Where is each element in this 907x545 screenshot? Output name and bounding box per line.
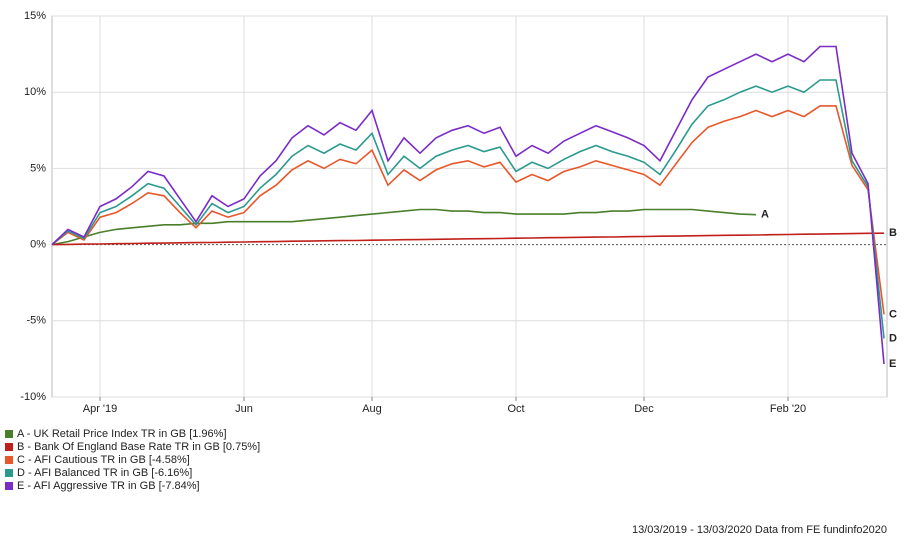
series-line bbox=[51, 45, 885, 365]
legend-swatch bbox=[5, 430, 13, 438]
y-tick-label: -5% bbox=[26, 315, 46, 327]
x-tick-label: Oct bbox=[507, 403, 524, 415]
end-label: B bbox=[889, 227, 897, 239]
x-tick-label: Dec bbox=[634, 403, 654, 415]
legend-swatch bbox=[5, 482, 13, 490]
legend-label: E - AFI Aggressive TR in GB [-7.84%] bbox=[17, 480, 200, 492]
end-label: D bbox=[889, 332, 897, 344]
legend-label: A - UK Retail Price Index TR in GB [1.96… bbox=[17, 428, 227, 440]
y-tick-label: 10% bbox=[24, 86, 46, 98]
x-tick-label: Aug bbox=[362, 403, 382, 415]
legend-label: D - AFI Balanced TR in GB [-6.16%] bbox=[17, 467, 192, 479]
legend-swatch bbox=[5, 469, 13, 477]
plot-area bbox=[51, 15, 888, 398]
y-tick-label: 5% bbox=[30, 162, 46, 174]
legend-label: B - Bank Of England Base Rate TR in GB [… bbox=[17, 441, 260, 453]
series-line bbox=[51, 105, 885, 315]
y-tick-label: 0% bbox=[30, 239, 46, 251]
x-tick-label: Apr '19 bbox=[83, 403, 118, 415]
y-tick-label: -10% bbox=[20, 391, 46, 403]
y-tick-label: 15% bbox=[24, 10, 46, 22]
footer: 13/03/2019 - 13/03/2020 Data from FE fun… bbox=[632, 524, 887, 536]
end-label: C bbox=[889, 308, 897, 320]
series-line bbox=[51, 208, 757, 246]
legend-swatch bbox=[5, 443, 13, 451]
end-label: A bbox=[761, 209, 769, 221]
end-label: E bbox=[889, 358, 896, 370]
x-tick-label: Jun bbox=[235, 403, 253, 415]
legend-label: C - AFI Cautious TR in GB [-4.58%] bbox=[17, 454, 190, 466]
series-line bbox=[51, 79, 885, 339]
series-line bbox=[51, 232, 885, 246]
x-tick-label: Feb '20 bbox=[770, 403, 806, 415]
legend-swatch bbox=[5, 456, 13, 464]
